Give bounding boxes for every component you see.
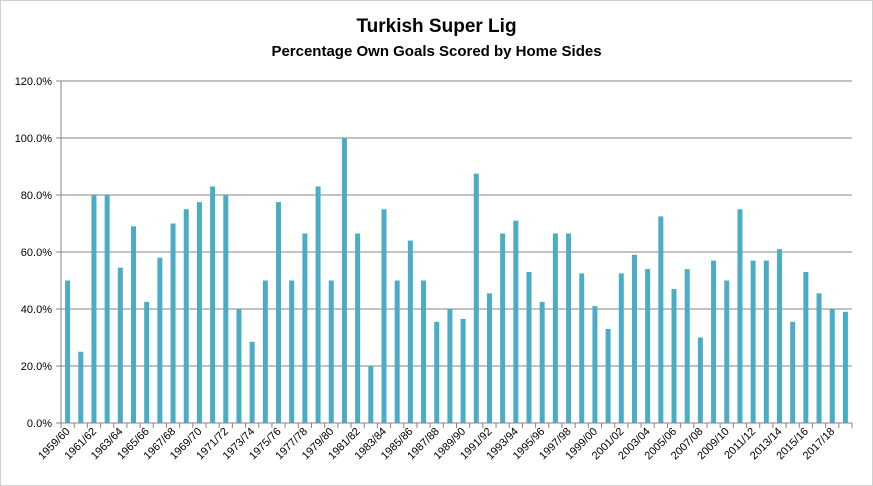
bar [486, 293, 492, 423]
y-tick-label: 40.0% [21, 304, 52, 316]
bar [737, 209, 743, 423]
y-tick-labels: 0.0% 20.0% 40.0% 60.0% 80.0% 100.0% 120.0% [15, 76, 53, 430]
bar [842, 311, 848, 423]
y-tick-label: 100.0% [15, 133, 53, 145]
bar [539, 301, 545, 424]
bar [526, 271, 532, 423]
bar [236, 309, 242, 423]
bar [579, 273, 585, 424]
bar [500, 233, 506, 423]
bar [460, 318, 466, 423]
chart-title: Turkish Super Lig [356, 16, 517, 37]
bar [658, 216, 664, 424]
bar [131, 226, 137, 423]
bar [183, 209, 189, 423]
bar [803, 271, 809, 423]
bar [671, 289, 677, 423]
y-tick-label: 80.0% [21, 190, 52, 202]
bar [631, 254, 637, 423]
axes [60, 81, 853, 428]
bar [829, 309, 835, 423]
bar [223, 195, 229, 423]
bar [790, 321, 796, 423]
bar [91, 195, 97, 423]
bar [276, 202, 282, 424]
bar [750, 260, 756, 423]
bar [697, 337, 703, 423]
bar [605, 328, 611, 423]
bar [341, 138, 347, 423]
y-tick-label: 60.0% [21, 247, 52, 259]
bar [592, 306, 598, 423]
bar [684, 269, 690, 423]
bar [513, 220, 519, 423]
bar [117, 267, 123, 423]
x-tick-labels: 1959/601961/621963/641965/661967/681969/… [36, 426, 837, 463]
bar [724, 280, 730, 423]
bars [65, 138, 848, 424]
bar [434, 321, 440, 423]
bar [65, 280, 71, 423]
bar [618, 273, 624, 424]
bar [552, 233, 558, 423]
bar [776, 249, 782, 423]
bar [368, 366, 374, 423]
bar [394, 280, 400, 423]
bar [249, 341, 255, 423]
y-tick-label: 120.0% [15, 76, 53, 88]
bar [315, 186, 321, 423]
bar [447, 309, 453, 423]
bar [421, 280, 427, 423]
bar [78, 351, 84, 423]
bar [104, 195, 110, 423]
bar [262, 280, 268, 423]
bar [157, 257, 163, 423]
bar [144, 301, 150, 424]
bar [289, 280, 295, 423]
bar [816, 293, 822, 423]
bar [355, 233, 361, 423]
bar [302, 233, 308, 423]
chart-subtitle: Percentage Own Goals Scored by Home Side… [271, 43, 602, 60]
bar [328, 280, 334, 423]
y-tick-label: 0.0% [27, 418, 52, 430]
bar [566, 233, 572, 423]
bar [381, 209, 387, 423]
bar [170, 223, 176, 423]
bar [711, 260, 717, 423]
bar [473, 173, 479, 424]
bar [210, 186, 216, 423]
y-tick-label: 20.0% [21, 361, 52, 373]
bar [196, 202, 202, 424]
bar [407, 240, 413, 423]
bar [645, 269, 651, 423]
bar [763, 260, 769, 423]
